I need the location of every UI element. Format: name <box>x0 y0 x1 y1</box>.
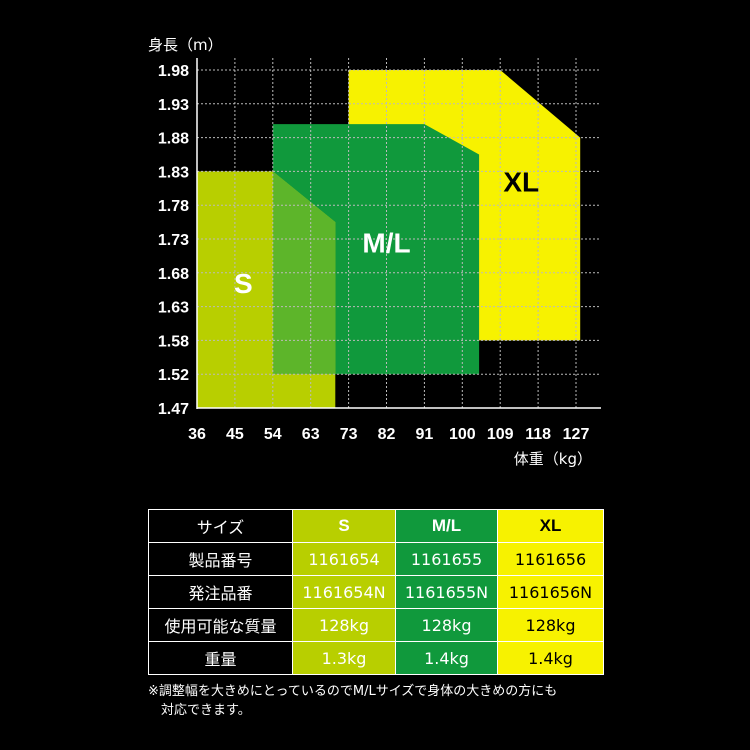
x-tick-label: 36 <box>188 426 206 443</box>
x-tick-label: 82 <box>378 426 396 443</box>
header-size: サイズ <box>148 509 293 543</box>
row-label: 重量 <box>148 641 293 675</box>
y-tick-label: 1.58 <box>158 333 189 350</box>
y-tick-label: 1.98 <box>158 63 189 80</box>
cell-ml: 1161655 <box>395 542 498 576</box>
table-row: 製品番号 1161654 1161655 1161656 <box>148 542 604 576</box>
y-tick-label: 1.52 <box>158 367 189 384</box>
table-header-row: サイズ S M/L XL <box>148 509 604 543</box>
x-tick-label: 100 <box>449 426 476 443</box>
header-s: S <box>292 509 396 543</box>
cell-ml: 128kg <box>395 608 498 642</box>
y-tick-label: 1.63 <box>158 300 189 317</box>
y-tick-label: 1.68 <box>158 266 189 283</box>
cell-xl: 1.4kg <box>497 641 604 675</box>
size-chart: 36 45 54 63 73 82 91 100 109 118 127 1.47 1.52 1.58 1.… <box>148 36 601 468</box>
cell-ml: 1161655N <box>395 575 498 609</box>
y-tick-label: 1.93 <box>158 97 189 114</box>
row-label: 発注品番 <box>148 575 293 609</box>
footnote-line-1: ※調整幅を大きめにとっているのでM/Lサイズで身体の大きめの方にも <box>148 684 558 699</box>
y-tick-label: 1.78 <box>158 198 189 215</box>
y-axis-title: 身長（m） <box>148 36 223 54</box>
row-label: 使用可能な質量 <box>148 608 293 642</box>
y-tick-label: 1.88 <box>158 131 189 148</box>
region-label: M/L <box>362 228 410 259</box>
row-label: 製品番号 <box>148 542 293 576</box>
table-row: 重量 1.3kg 1.4kg 1.4kg <box>148 641 604 675</box>
x-tick-label: 109 <box>487 426 514 443</box>
region-overlap <box>272 171 336 375</box>
y-tick-label: 1.83 <box>158 164 189 181</box>
cell-s: 1161654 <box>292 542 396 576</box>
cell-s: 128kg <box>292 608 396 642</box>
x-tick-label: 91 <box>416 426 434 443</box>
header-ml: M/L <box>395 509 498 543</box>
cell-xl: 128kg <box>497 608 604 642</box>
header-xl: XL <box>497 509 604 543</box>
x-tick-label: 118 <box>525 426 551 443</box>
cell-xl: 1161656N <box>497 575 604 609</box>
table-row: 使用可能な質量 128kg 128kg 128kg <box>148 608 604 642</box>
footnote-line-2: 対応できます。 <box>161 703 251 718</box>
x-tick-label: 127 <box>563 426 590 443</box>
y-tick-label: 1.73 <box>158 232 189 249</box>
cell-s: 1.3kg <box>292 641 396 675</box>
x-tick-label: 73 <box>340 426 358 443</box>
x-tick-label: 54 <box>264 426 282 443</box>
y-tick-label: 1.47 <box>158 401 189 418</box>
size-table: サイズ S M/L XL 製品番号 1161654 1161655 116165… <box>148 509 604 675</box>
x-tick-label: 45 <box>226 426 244 443</box>
table-row: 発注品番 1161654N 1161655N 1161656N <box>148 575 604 609</box>
x-axis-title: 体重（kg） <box>514 450 592 468</box>
cell-ml: 1.4kg <box>395 641 498 675</box>
cell-s: 1161654N <box>292 575 396 609</box>
region-label: XL <box>503 167 539 198</box>
footnote: ※調整幅を大きめにとっているのでM/Lサイズで身体の大きめの方にも 対応できます… <box>148 682 618 720</box>
region-label: S <box>234 268 253 299</box>
cell-xl: 1161656 <box>497 542 604 576</box>
x-tick-label: 63 <box>302 426 320 443</box>
